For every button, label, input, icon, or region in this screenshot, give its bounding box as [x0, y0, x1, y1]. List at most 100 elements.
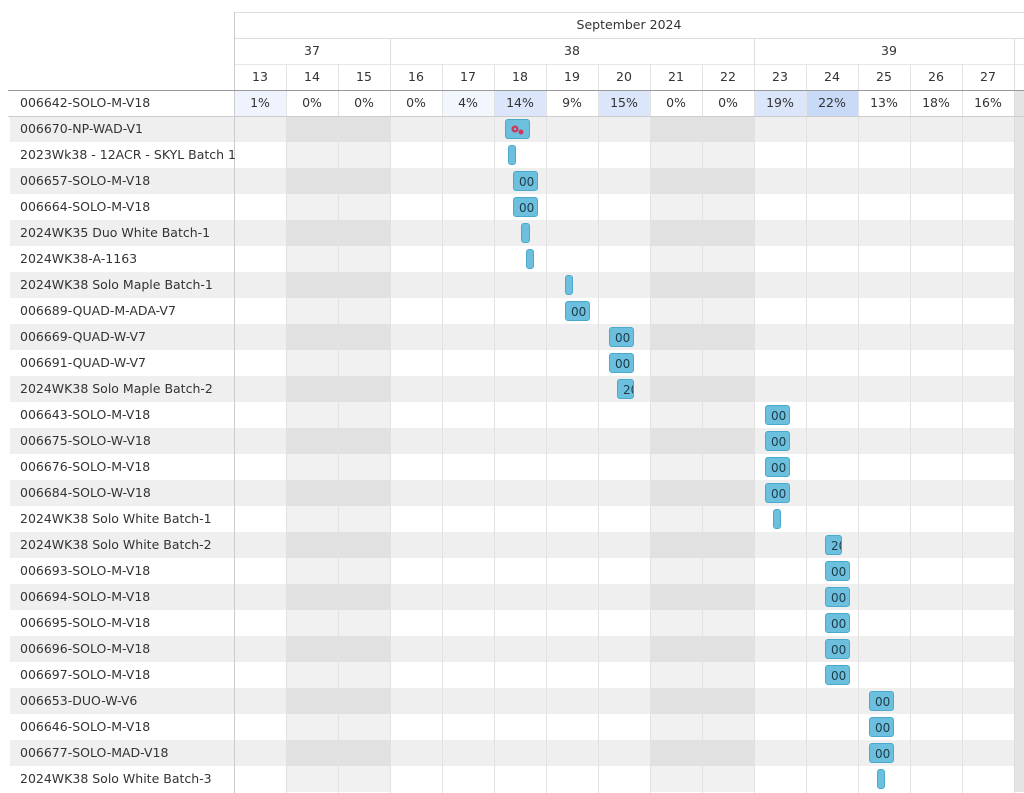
edge-column — [1014, 90, 1024, 792]
utilization-cell — [599, 91, 650, 116]
row-stripe — [10, 584, 1024, 610]
column-line — [546, 64, 547, 793]
utilization-value: 1% — [250, 95, 270, 110]
task-bar[interactable] — [505, 119, 530, 139]
task-bar[interactable]: 00 — [765, 405, 790, 425]
row-stripe — [10, 740, 1024, 766]
header-bottom-line — [8, 90, 1024, 91]
column-line — [962, 64, 963, 793]
row-label[interactable]: 006695-SOLO-M-V18 — [20, 615, 151, 630]
column-line — [806, 64, 807, 793]
utilization-bottom-line — [8, 116, 1024, 117]
task-bar[interactable] — [565, 275, 573, 295]
task-bar[interactable]: 20 — [825, 535, 842, 555]
row-label[interactable]: 2024WK38-A-1163 — [20, 251, 138, 266]
row-label[interactable]: 006697-SOLO-M-V18 — [20, 667, 151, 682]
utilization-value: 0% — [406, 95, 426, 110]
row-label[interactable]: 006689-QUAD-M-ADA-V7 — [20, 303, 176, 318]
task-bar[interactable]: 00 — [765, 457, 790, 477]
gear-icon — [511, 125, 524, 135]
utilization-cell — [235, 91, 286, 116]
task-bar[interactable]: 00 — [765, 431, 790, 451]
row-label[interactable]: 006696-SOLO-M-V18 — [20, 641, 151, 656]
column-line — [338, 64, 339, 793]
row-label[interactable]: 2024WK35 Duo White Batch-1 — [20, 225, 211, 240]
row-label[interactable]: 006669-QUAD-W-V7 — [20, 329, 146, 344]
row-label[interactable]: 006676-SOLO-M-V18 — [20, 459, 151, 474]
task-bar[interactable]: 00 — [825, 561, 850, 581]
row-stripe — [10, 272, 1024, 298]
task-bar[interactable]: 00 — [825, 613, 850, 633]
day-label: 17 — [460, 69, 476, 84]
utilization-value: 14% — [506, 95, 534, 110]
row-label[interactable]: 2024WK38 Solo White Batch-1 — [20, 511, 212, 526]
row-label[interactable]: 006642-SOLO-M-V18 — [20, 95, 151, 110]
row-stripe — [10, 324, 1024, 350]
utilization-value: 19% — [766, 95, 794, 110]
row-label[interactable]: 006691-QUAD-W-V7 — [20, 355, 146, 370]
row-label[interactable]: 2023Wk38 - 12ACR - SKYL Batch 1 — [20, 147, 236, 162]
task-bar[interactable] — [526, 249, 534, 269]
task-bar[interactable]: 00 — [825, 665, 850, 685]
utilization-value: 0% — [666, 95, 686, 110]
row-label[interactable]: 006675-SOLO-W-V18 — [20, 433, 151, 448]
row-label[interactable]: 006646-SOLO-M-V18 — [20, 719, 151, 734]
utilization-cell — [755, 91, 806, 116]
row-label[interactable]: 2024WK38 Solo Maple Batch-2 — [20, 381, 213, 396]
weekend-column — [286, 116, 338, 792]
task-bar[interactable]: 20 — [617, 379, 634, 399]
task-bar[interactable]: 00 — [869, 717, 894, 737]
week-label: 38 — [564, 43, 580, 58]
task-bar[interactable]: 00 — [609, 353, 634, 373]
week-label: 39 — [881, 43, 897, 58]
row-label[interactable]: 006657-SOLO-M-V18 — [20, 173, 151, 188]
column-line — [754, 64, 755, 793]
left-divider — [234, 12, 235, 793]
row-label[interactable]: 2024WK38 Solo White Batch-2 — [20, 537, 212, 552]
task-bar[interactable]: 00 — [565, 301, 590, 321]
task-bar[interactable]: 00 — [765, 483, 790, 503]
task-bar[interactable]: 00 — [513, 171, 538, 191]
task-bar[interactable]: 00 — [869, 743, 894, 763]
row-stripe — [10, 480, 1024, 506]
column-line — [858, 64, 859, 793]
weekend-column — [702, 116, 754, 792]
task-bar[interactable] — [773, 509, 781, 529]
row-label[interactable]: 006684-SOLO-W-V18 — [20, 485, 151, 500]
day-label: 15 — [356, 69, 372, 84]
row-label[interactable]: 006643-SOLO-M-V18 — [20, 407, 151, 422]
row-stripe — [10, 532, 1024, 558]
task-bar[interactable]: 00 — [869, 691, 894, 711]
row-label[interactable]: 2024WK38 Solo Maple Batch-1 — [20, 277, 213, 292]
row-stripe — [10, 220, 1024, 246]
column-line — [702, 64, 703, 793]
row-label[interactable]: 006670-NP-WAD-V1 — [20, 121, 143, 136]
row-label[interactable]: 2024WK38 Solo White Batch-3 — [20, 771, 212, 786]
task-bar[interactable]: 00 — [825, 587, 850, 607]
day-label: 19 — [564, 69, 580, 84]
weekend-column — [338, 116, 390, 792]
row-label[interactable]: 006694-SOLO-M-V18 — [20, 589, 151, 604]
day-label: 14 — [304, 69, 320, 84]
utilization-cell — [443, 91, 494, 116]
task-bar[interactable] — [877, 769, 885, 789]
row-label[interactable]: 006653-DUO-W-V6 — [20, 693, 138, 708]
utilization-value: 16% — [974, 95, 1002, 110]
day-label: 18 — [512, 69, 528, 84]
row-stripe — [10, 688, 1024, 714]
day-label: 23 — [772, 69, 788, 84]
week-label: 37 — [304, 43, 320, 58]
task-bar[interactable] — [521, 223, 530, 243]
day-label: 26 — [928, 69, 944, 84]
row-label[interactable]: 006664-SOLO-M-V18 — [20, 199, 151, 214]
task-bar[interactable]: 00 — [825, 639, 850, 659]
row-label[interactable]: 006693-SOLO-M-V18 — [20, 563, 151, 578]
day-label: 27 — [980, 69, 996, 84]
task-bar[interactable]: 00 — [609, 327, 634, 347]
day-label: 20 — [616, 69, 632, 84]
column-line — [286, 64, 287, 793]
task-bar[interactable] — [508, 145, 516, 165]
row-label[interactable]: 006677-SOLO-MAD-V18 — [20, 745, 169, 760]
task-bar[interactable]: 00 — [513, 197, 538, 217]
